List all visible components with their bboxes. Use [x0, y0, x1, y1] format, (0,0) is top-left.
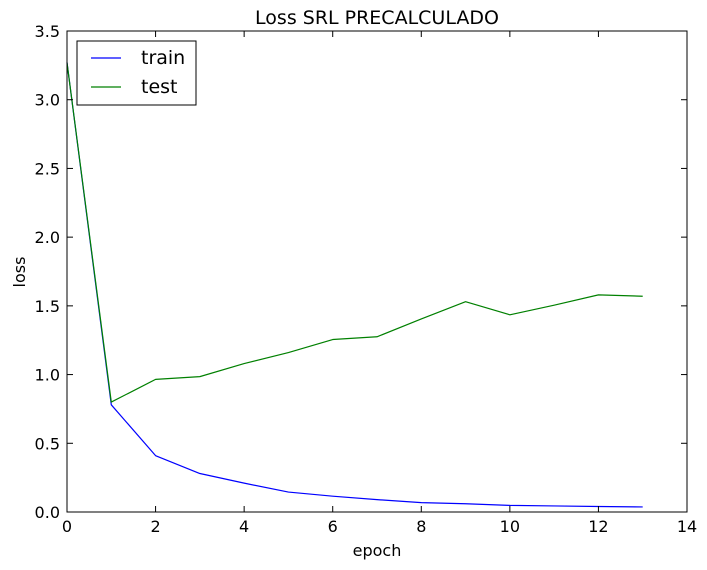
legend-label-train: train: [141, 47, 185, 69]
y-tick-label: 3.5: [35, 22, 60, 41]
y-axis: 0.0 0.5 1.0 1.5 2.0 2.5 3.0 3.5: [35, 22, 687, 522]
legend: train test: [76, 40, 197, 106]
x-tick-label: 10: [500, 517, 520, 536]
x-axis: 0 2 4 6 8 10 12 14: [62, 31, 697, 536]
plot-frame: [66, 30, 688, 513]
y-tick-label: 3.0: [35, 91, 60, 110]
x-tick-label: 0: [62, 517, 72, 536]
series-line-train: [66, 62, 643, 508]
y-axis-label: loss: [10, 257, 29, 288]
x-tick-label: 6: [328, 517, 338, 536]
y-tick-label: 0.0: [35, 503, 60, 522]
x-axis-label: epoch: [353, 541, 402, 560]
y-tick-label: 1.0: [35, 366, 60, 385]
y-tick-label: 0.5: [35, 434, 60, 453]
legend-box: [76, 40, 197, 106]
x-tick-label: 2: [150, 517, 160, 536]
x-tick-label: 14: [677, 517, 697, 536]
legend-label-test: test: [141, 76, 178, 98]
x-tick-label: 8: [416, 517, 426, 536]
x-tick-label: 12: [588, 517, 608, 536]
y-tick-label: 1.5: [35, 297, 60, 316]
y-tick-label: 2.5: [35, 159, 60, 178]
series-line-test: [66, 62, 643, 403]
series-layer: [66, 62, 643, 508]
x-tick-label: 4: [239, 517, 249, 536]
chart-title: Loss SRL PRECALCULADO: [255, 7, 499, 29]
y-tick-label: 2.0: [35, 228, 60, 247]
